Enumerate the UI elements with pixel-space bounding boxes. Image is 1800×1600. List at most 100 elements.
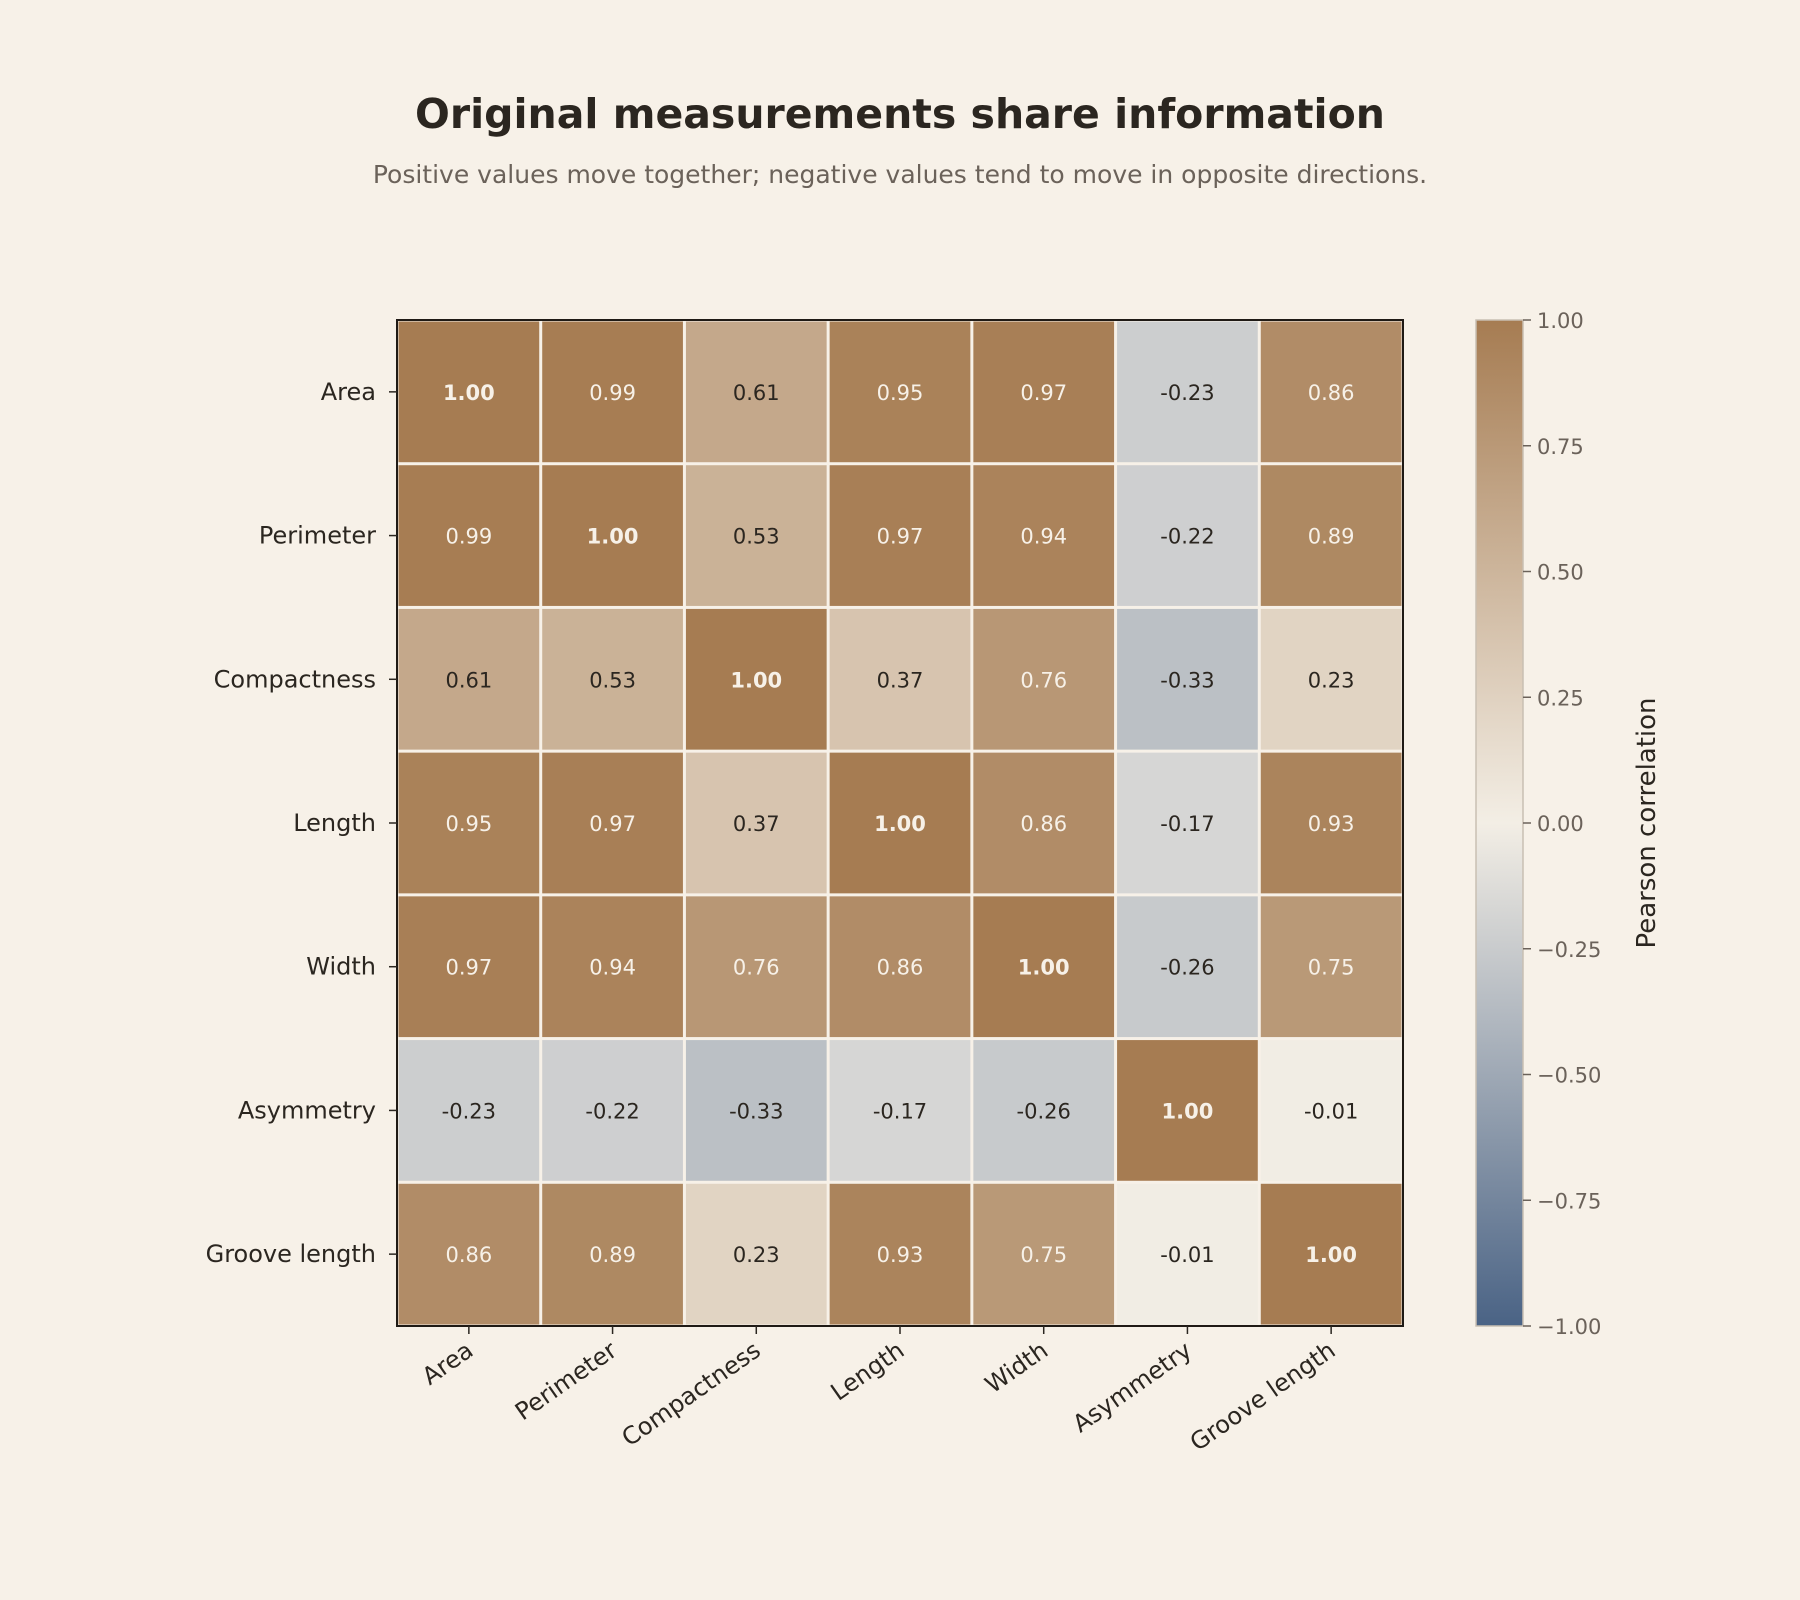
cell-value-label: 0.99 (589, 381, 636, 405)
cell-value-label: 1.00 (1305, 1243, 1357, 1267)
heatmap-cell (829, 465, 971, 606)
colorbar-tick-label: −0.75 (1537, 1189, 1601, 1213)
cell-value-label: 0.89 (589, 1243, 636, 1267)
cell-value-label: -0.26 (1160, 956, 1214, 980)
cell-value-label: 0.89 (1308, 525, 1355, 549)
heatmap-cell (1260, 896, 1402, 1038)
cell-value-label: -0.33 (1160, 668, 1214, 692)
cell-value-label: 1.00 (443, 381, 495, 405)
cell-value-label: 0.97 (445, 956, 492, 980)
row-labels: Area Perimeter Compactness Length Width Asymm… (206, 378, 397, 1268)
cell-value-label: 0.86 (877, 956, 924, 980)
heatmap-cell (1117, 608, 1258, 750)
row-label: Length (293, 809, 376, 837)
heatmap-cell (542, 752, 683, 894)
col-label: Asymmetry (1068, 1336, 1197, 1438)
cell-value-label: 0.94 (1020, 525, 1067, 549)
row-label: Groove length (206, 1240, 376, 1268)
heatmap-cell (542, 896, 683, 1038)
heatmap-cell (973, 752, 1115, 894)
heatmap-cell (685, 752, 827, 894)
heatmap-cell (1260, 1040, 1402, 1181)
heatmap-cell (973, 465, 1115, 606)
row-label: Perimeter (259, 522, 376, 550)
heatmap-cell (398, 752, 540, 894)
row-label: Width (306, 953, 376, 981)
heatmap-cell (1117, 321, 1258, 463)
heatmap-cell (542, 321, 683, 463)
cell-value-label: 0.37 (877, 668, 924, 692)
colorbar-tick-label: 0.50 (1537, 561, 1584, 585)
cell-value-label: 0.93 (1308, 812, 1355, 836)
heatmap-cell (829, 608, 971, 750)
cell-value-label: -0.22 (1160, 525, 1214, 549)
heatmap-cell (542, 1183, 683, 1325)
cell-value-label: 1.00 (1018, 956, 1070, 980)
heatmap-cell (1260, 752, 1402, 894)
heatmap-cell (542, 465, 683, 606)
heatmap-cell (829, 1040, 971, 1181)
heatmap-cell (398, 1183, 540, 1325)
heatmap-cell (1117, 465, 1258, 606)
heatmap-cell (829, 896, 971, 1038)
colorbar-tick-label: −0.25 (1537, 938, 1601, 962)
cell-value-label: -0.01 (1160, 1243, 1214, 1267)
cell-value-label: 0.23 (733, 1243, 780, 1267)
heatmap-cell (398, 465, 540, 606)
cell-value-label: 0.76 (1020, 668, 1067, 692)
cell-value-label: 0.23 (1308, 668, 1355, 692)
heatmap-cell (542, 1040, 683, 1181)
cell-value-label: 0.95 (445, 812, 492, 836)
cell-value-label: 0.97 (877, 525, 924, 549)
cell-value-label: 0.94 (589, 956, 636, 980)
cell-value-label: -0.01 (1304, 1099, 1358, 1123)
heatmap-cell (685, 1040, 827, 1181)
cell-value-label: 0.53 (589, 668, 636, 692)
row-label: Compactness (214, 665, 376, 693)
cell-value-label: 1.00 (587, 525, 639, 549)
heatmap-cell (398, 321, 540, 463)
heatmap-cell (398, 608, 540, 750)
cell-value-label: 0.86 (1308, 381, 1355, 405)
chart-title: Original measurements share information (415, 90, 1385, 138)
colorbar-tick-label: 0.25 (1537, 686, 1584, 710)
cell-value-label: -0.33 (729, 1099, 783, 1123)
cell-value-label: 0.61 (733, 381, 780, 405)
row-label: Asymmetry (238, 1096, 376, 1124)
heatmap-cell (685, 608, 827, 750)
cell-value-label: -0.26 (1017, 1099, 1071, 1123)
cell-value-label: 0.93 (877, 1243, 924, 1267)
heatmap-cell (398, 1040, 540, 1181)
colorbar-label: Pearson correlation (1632, 697, 1662, 948)
heatmap-cell (829, 752, 971, 894)
chart-subtitle: Positive values move together; negative … (373, 160, 1427, 189)
heatmap-cell (1260, 321, 1402, 463)
colorbar-tick-label: 0.00 (1537, 812, 1584, 836)
heatmap-cell (1117, 1040, 1258, 1181)
cell-value-label: 0.97 (589, 812, 636, 836)
cell-value-label: 0.37 (733, 812, 780, 836)
cell-value-label: 0.75 (1020, 1243, 1067, 1267)
cell-value-label: 0.61 (445, 668, 492, 692)
heatmap-cell (973, 896, 1115, 1038)
colorbar-gradient (1475, 319, 1524, 1327)
heatmap-cell (1260, 465, 1402, 606)
heatmap-cell (1117, 752, 1258, 894)
colorbar-tick-label: 1.00 (1537, 309, 1584, 333)
cell-value-label: 0.76 (733, 956, 780, 980)
heatmap-cell (829, 321, 971, 463)
col-label: Groove length (1185, 1336, 1341, 1457)
cell-value-label: -0.23 (442, 1099, 496, 1123)
colorbar-tick-label: 0.75 (1537, 435, 1584, 459)
heatmap-cell (973, 608, 1115, 750)
cell-value-label: -0.23 (1160, 381, 1214, 405)
heatmap-cell (1117, 896, 1258, 1038)
cell-value-label: 0.86 (1020, 812, 1067, 836)
cell-value-label: 0.75 (1308, 956, 1355, 980)
cell-value-label: 0.53 (733, 525, 780, 549)
col-label: Width (980, 1336, 1053, 1399)
colorbar-tick-label: −1.00 (1537, 1315, 1601, 1339)
